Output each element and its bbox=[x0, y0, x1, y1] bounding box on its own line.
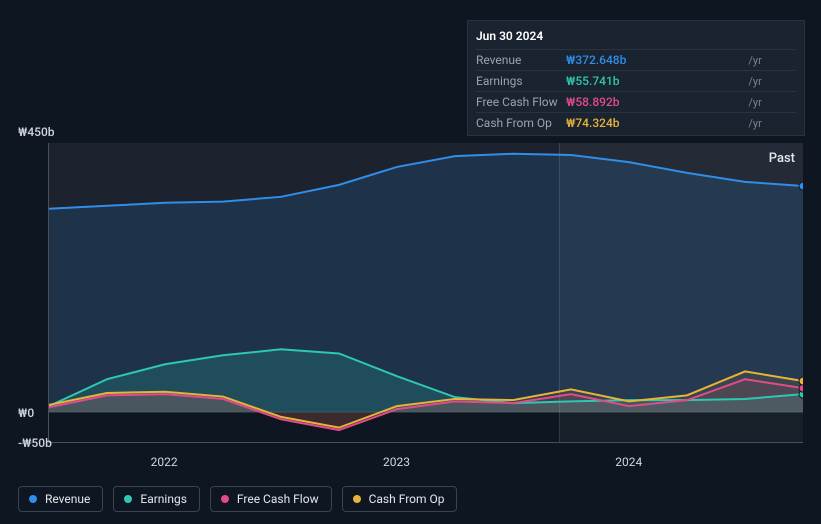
tooltip-row-value: ₩372.648b bbox=[566, 50, 744, 71]
chart-tooltip: Jun 30 2024 Revenue₩372.648b/yrEarnings₩… bbox=[467, 20, 805, 136]
chart-plot[interactable]: Past bbox=[48, 143, 803, 443]
legend-dot-icon bbox=[29, 495, 37, 503]
tooltip-row-suffix: /yr bbox=[744, 92, 796, 113]
legend-dot-icon bbox=[353, 495, 361, 503]
legend-label: Revenue bbox=[45, 492, 90, 506]
legend-item-earnings[interactable]: Earnings bbox=[113, 486, 200, 512]
y-axis-label: ₩450b bbox=[18, 125, 55, 139]
legend-label: Free Cash Flow bbox=[237, 492, 319, 506]
legend-dot-icon bbox=[124, 495, 132, 503]
chart-svg bbox=[49, 143, 803, 442]
tooltip-row-suffix: /yr bbox=[744, 113, 796, 134]
tooltip-row: Earnings₩55.741b/yr bbox=[476, 71, 796, 92]
tooltip-row-label: Free Cash Flow bbox=[476, 92, 566, 113]
tooltip-row: Revenue₩372.648b/yr bbox=[476, 50, 796, 71]
tooltip-row-label: Cash From Op bbox=[476, 113, 566, 134]
legend-item-revenue[interactable]: Revenue bbox=[18, 486, 103, 512]
chart-area: ₩450b₩0-₩50b Past 202220232024 bbox=[18, 143, 803, 513]
legend-item-cash-from-op[interactable]: Cash From Op bbox=[342, 486, 458, 512]
y-axis-label: -₩50b bbox=[18, 436, 52, 450]
tooltip-row-value: ₩58.892b bbox=[566, 92, 744, 113]
chart-legend: Revenue Earnings Free Cash Flow Cash From O… bbox=[18, 486, 457, 512]
tooltip-row-value: ₩55.741b bbox=[566, 71, 744, 92]
legend-item-free-cash-flow[interactable]: Free Cash Flow bbox=[210, 486, 332, 512]
legend-dot-icon bbox=[221, 495, 229, 503]
x-axis-label: 2024 bbox=[615, 455, 642, 469]
legend-label: Cash From Op bbox=[369, 492, 445, 506]
tooltip-row: Cash From Op₩74.324b/yr bbox=[476, 113, 796, 134]
tooltip-row-label: Revenue bbox=[476, 50, 566, 71]
past-label: Past bbox=[769, 151, 795, 166]
y-axis-label: ₩0 bbox=[18, 406, 34, 420]
tooltip-row-suffix: /yr bbox=[744, 71, 796, 92]
tooltip-table: Revenue₩372.648b/yrEarnings₩55.741b/yrFr… bbox=[476, 49, 796, 133]
tooltip-row-value: ₩74.324b bbox=[566, 113, 744, 134]
tooltip-row-label: Earnings bbox=[476, 71, 566, 92]
x-axis-label: 2022 bbox=[151, 455, 178, 469]
tooltip-date: Jun 30 2024 bbox=[476, 27, 796, 49]
x-axis-label: 2023 bbox=[383, 455, 410, 469]
tooltip-row-suffix: /yr bbox=[744, 50, 796, 71]
legend-label: Earnings bbox=[140, 492, 187, 506]
tooltip-row: Free Cash Flow₩58.892b/yr bbox=[476, 92, 796, 113]
